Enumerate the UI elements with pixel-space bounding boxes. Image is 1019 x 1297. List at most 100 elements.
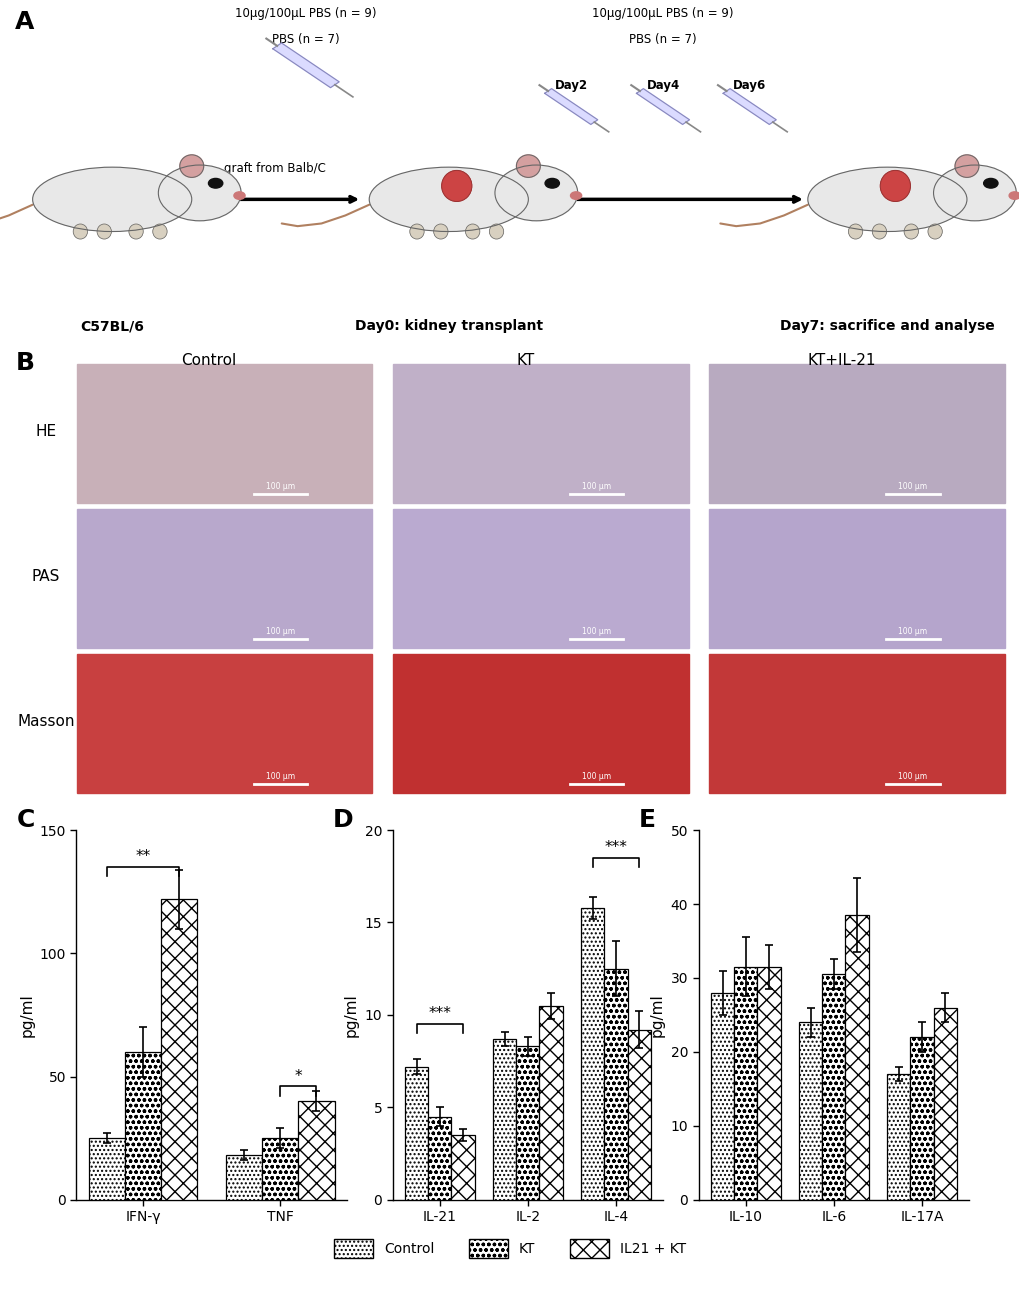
Bar	[405, 1066, 428, 1200]
Bar	[581, 908, 603, 1200]
Y-axis label: pg/ml: pg/ml	[19, 994, 34, 1036]
Bar	[821, 974, 845, 1200]
Bar	[604, 969, 627, 1200]
Text: PAS: PAS	[32, 568, 60, 584]
Ellipse shape	[441, 170, 472, 201]
Text: Day7: sacrifice and analyse: Day7: sacrifice and analyse	[780, 319, 994, 333]
Circle shape	[544, 179, 558, 188]
Text: 10μg/100μL PBS (n = 9): 10μg/100μL PBS (n = 9)	[235, 6, 376, 19]
Ellipse shape	[128, 224, 143, 239]
Bar	[262, 1139, 299, 1200]
Text: ***: ***	[428, 1006, 450, 1021]
Bar	[887, 1074, 910, 1200]
Polygon shape	[272, 43, 339, 88]
Bar	[428, 1117, 451, 1200]
Text: PBS (n = 7): PBS (n = 7)	[629, 32, 696, 45]
Text: 100 μm: 100 μm	[582, 626, 610, 636]
Bar	[226, 1156, 262, 1200]
Bar	[492, 1039, 516, 1200]
Ellipse shape	[848, 224, 862, 239]
Ellipse shape	[73, 224, 88, 239]
Text: PBS (n = 7): PBS (n = 7)	[272, 32, 339, 45]
Ellipse shape	[465, 224, 479, 239]
Ellipse shape	[410, 224, 424, 239]
Bar	[845, 916, 868, 1200]
Circle shape	[158, 165, 240, 220]
Ellipse shape	[516, 154, 540, 178]
Circle shape	[494, 165, 577, 220]
Bar	[76, 655, 372, 792]
Polygon shape	[636, 88, 689, 125]
Text: KT+IL-21: KT+IL-21	[806, 353, 875, 368]
Ellipse shape	[927, 224, 942, 239]
Text: Masson: Masson	[17, 713, 74, 729]
Bar	[708, 655, 1004, 792]
Text: 100 μm: 100 μm	[898, 772, 926, 781]
Bar	[392, 364, 688, 502]
Circle shape	[570, 192, 581, 200]
Text: 100 μm: 100 μm	[898, 626, 926, 636]
Polygon shape	[544, 88, 597, 125]
Text: E: E	[639, 808, 655, 831]
Text: B: B	[15, 350, 35, 375]
Text: *: *	[294, 1069, 302, 1083]
Text: 100 μm: 100 μm	[582, 481, 610, 490]
Text: Day6: Day6	[733, 79, 765, 92]
Text: 100 μm: 100 μm	[582, 772, 610, 781]
Circle shape	[208, 179, 222, 188]
Text: Day2: Day2	[554, 79, 587, 92]
Ellipse shape	[153, 224, 167, 239]
Bar	[76, 364, 372, 502]
Bar	[932, 1008, 956, 1200]
Text: 100 μm: 100 μm	[898, 481, 926, 490]
Bar	[392, 510, 688, 647]
Ellipse shape	[179, 154, 204, 178]
Bar	[124, 1052, 161, 1200]
Legend: Control, KT, IL21 + KT: Control, KT, IL21 + KT	[326, 1232, 693, 1265]
Bar	[392, 655, 688, 792]
Ellipse shape	[489, 224, 503, 239]
Bar	[757, 966, 780, 1200]
Ellipse shape	[33, 167, 192, 232]
Bar	[299, 1101, 334, 1200]
Text: 100 μm: 100 μm	[266, 772, 294, 781]
Bar	[161, 899, 197, 1200]
Bar	[89, 1139, 124, 1200]
Ellipse shape	[807, 167, 966, 232]
Text: HE: HE	[36, 424, 56, 438]
Bar	[910, 1038, 932, 1200]
Bar	[516, 1047, 539, 1200]
Text: ***: ***	[604, 840, 627, 855]
Text: graft from Balb/C: graft from Balb/C	[224, 162, 326, 175]
Bar	[798, 1022, 821, 1200]
Circle shape	[932, 165, 1015, 220]
Bar	[708, 364, 1004, 502]
Text: 100 μm: 100 μm	[266, 481, 294, 490]
Circle shape	[233, 192, 245, 200]
Ellipse shape	[879, 170, 910, 201]
Text: 10μg/100μL PBS (n = 9): 10μg/100μL PBS (n = 9)	[592, 6, 733, 19]
Ellipse shape	[97, 224, 111, 239]
Text: **: **	[136, 850, 151, 864]
Polygon shape	[722, 88, 775, 125]
Bar	[451, 1135, 474, 1200]
Bar	[76, 510, 372, 647]
Text: 100 μm: 100 μm	[266, 626, 294, 636]
Ellipse shape	[954, 154, 978, 178]
Text: C: C	[17, 808, 36, 831]
Ellipse shape	[871, 224, 886, 239]
Bar	[627, 1030, 650, 1200]
Ellipse shape	[369, 167, 528, 232]
Bar	[539, 1005, 562, 1200]
Circle shape	[1008, 192, 1019, 200]
Y-axis label: pg/ml: pg/ml	[649, 994, 664, 1036]
Ellipse shape	[903, 224, 917, 239]
Text: KT: KT	[516, 353, 534, 368]
Text: D: D	[333, 808, 354, 831]
Bar	[710, 992, 734, 1200]
Text: Day4: Day4	[646, 79, 679, 92]
Y-axis label: pg/ml: pg/ml	[343, 994, 359, 1036]
Ellipse shape	[433, 224, 447, 239]
Text: C57BL/6: C57BL/6	[81, 319, 144, 333]
Text: A: A	[15, 10, 35, 34]
